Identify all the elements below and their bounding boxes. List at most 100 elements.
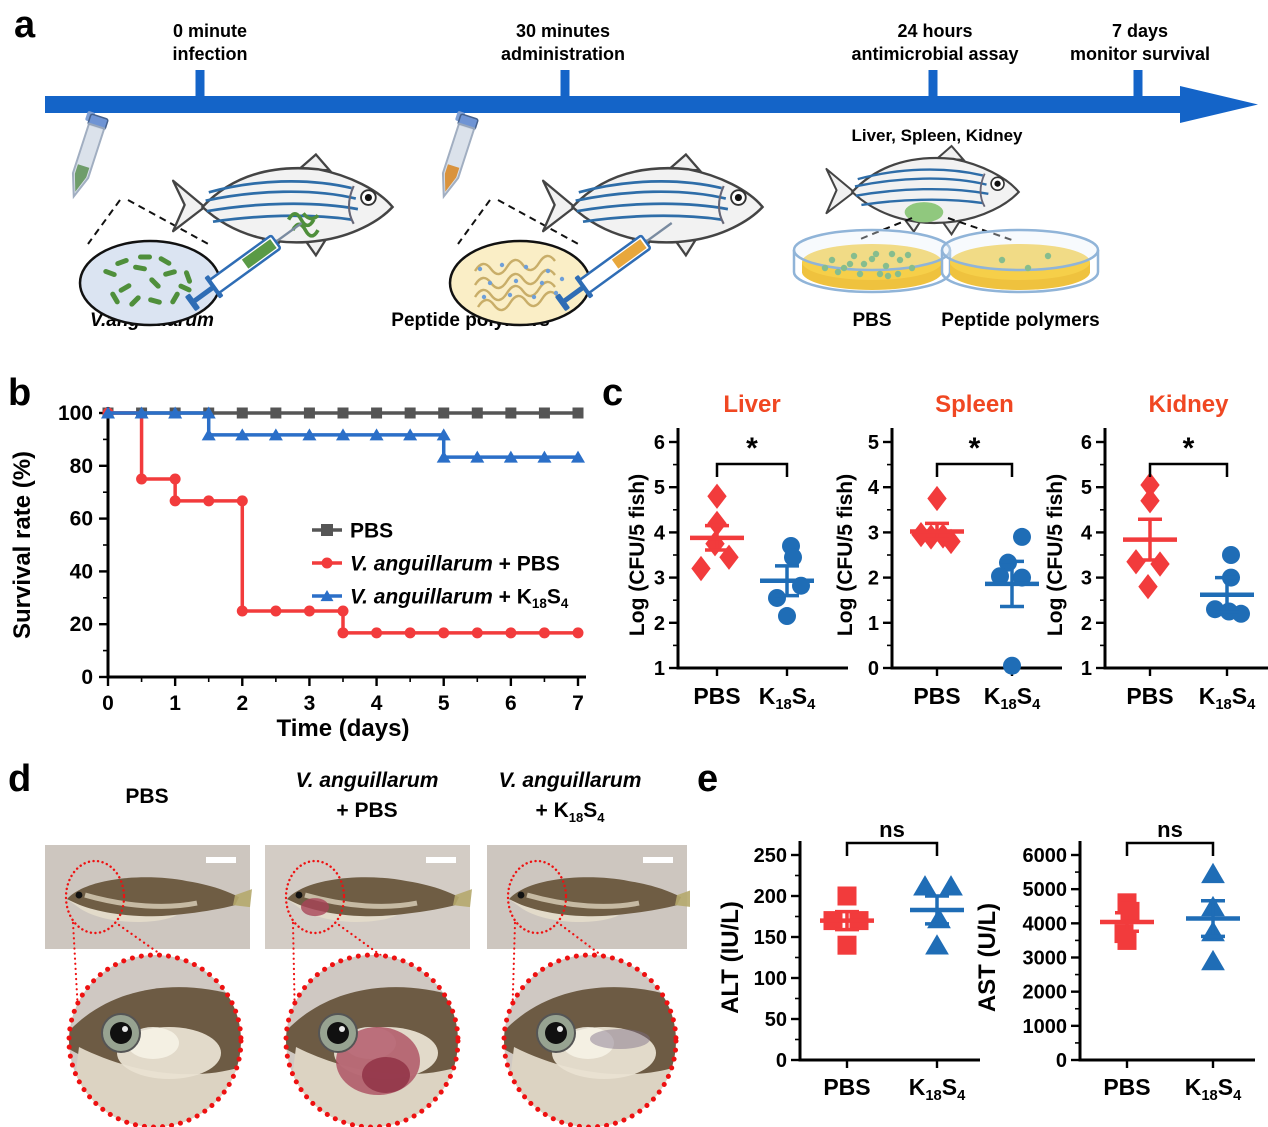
timeline-event-2: 24 hours antimicrobial assay [805,20,1065,66]
scale-bar [426,857,456,863]
data-point [768,588,786,607]
x-tick-label: 7 [572,692,584,715]
legend-marker [321,524,333,536]
event-1-line-2: administration [500,44,625,64]
inflammation-patch [301,898,329,917]
fish-photo-column-0 [45,845,252,1127]
series-marker [572,407,584,419]
zoom-circle-border [501,952,679,1127]
zoom-region-ellipse [506,859,568,935]
y-tick-label: 2 [654,613,665,635]
data-point [1201,949,1225,971]
series-marker [371,407,383,419]
organ-note: Liver, Spleen, Kidney [851,126,1023,145]
y-tick-label: 5000 [1023,879,1068,901]
data-point [1150,551,1170,577]
fish-illustration [171,152,395,258]
y-tick-label: 1000 [1023,1016,1068,1038]
fish-illustration [541,152,765,258]
series-marker [570,450,586,463]
event-3-line-2: monitor survival [1069,44,1211,64]
series-marker [136,473,148,485]
category-label: PBS [693,683,740,709]
significance-label: * [746,432,758,465]
series-marker [436,428,451,441]
data-point [1126,549,1146,575]
y-tick-label: 20 [70,613,93,636]
legend-label: PBS [350,520,393,543]
y-tick-label: 3000 [1023,948,1068,970]
y-tick-label: 3 [868,522,879,544]
significance-bracket [845,841,939,856]
y-tick-label: 2000 [1023,982,1068,1004]
data-point [925,934,949,955]
legend-label: V. anguillarum + PBS [350,553,560,576]
data-point [1201,862,1225,884]
y-tick-label: 4 [1081,522,1093,544]
series-marker [270,407,282,419]
significance-label: ns [1157,817,1183,842]
data-point [784,548,802,567]
magnifier-ellipse [78,239,222,327]
category-label: PBS [1126,683,1173,709]
fish-photo-column-2 [487,845,690,1127]
fish-eye [110,1022,132,1044]
series-marker [268,428,283,441]
y-tick-label: 150 [754,927,787,949]
category-label: K18S4 [909,1074,966,1104]
y-tick-label: 4000 [1023,913,1068,935]
data-point [778,607,796,626]
y-axis-title: AST (U/L) [974,903,1001,1012]
significance-label: * [969,432,981,465]
legend-marker [321,557,333,569]
photo-col-2-line-1: V. anguillarum [498,769,642,792]
event-0-line-1: 0 minute [172,21,247,41]
x-tick-label: 6 [505,692,517,715]
y-tick-label: 50 [765,1009,787,1031]
zoom-region-ellipse [64,859,126,935]
category-label: PBS [913,683,960,709]
y-axis-title: Log (CFU/5 fish) [626,474,649,636]
scale-bar [643,857,673,863]
zoom-circle-photo [286,955,458,1127]
data-point [707,510,727,537]
tube-icon [441,111,479,200]
series-marker [438,407,450,419]
plot-title: Liver [723,391,780,418]
y-tick-label: 6 [654,432,665,454]
data-point [941,528,961,555]
series-marker [100,406,116,419]
dot-plot-liver: 1 2 3 4 5 6 Liver Log (CFU/5 fish) PBS K18S4 * [626,391,848,713]
significance-bracket [1125,841,1215,856]
fish-illustration [825,144,1021,237]
syringe-icon [555,222,673,311]
data-point [691,555,711,582]
y-tick-label: 4 [654,522,666,544]
timeline-event-1: 30 minutes administration [433,20,693,66]
series-marker [438,627,450,639]
series-marker [503,450,518,463]
panel-e-label: e [697,758,719,800]
y-axis-title: ALT (IU/L) [717,901,744,1014]
x-tick-label: 5 [438,692,450,715]
dot-plot-ast: 0 1000 2000 3000 4000 5000 6000 AST (U/L) PBS K18… [974,817,1255,1104]
x-tick-label: 1 [169,692,181,715]
zoom-circle-photo [504,955,676,1127]
data-point [837,886,857,906]
dot-plot-spleen: 0 1 2 3 4 5 Spleen Log (CFU/5 fish) PBS K18S4 * [834,391,1062,713]
y-tick-label: 4 [868,477,880,499]
panel-b-label: b [8,372,32,414]
panel-d-label: d [8,758,32,800]
legend-label: V. anguillarum + K18S4 [350,586,569,612]
data-point [1138,573,1158,600]
y-tick-label: 0 [81,666,93,689]
y-tick-label: 6 [1081,432,1092,454]
panel-a-label: a [14,4,36,46]
y-tick-label: 2 [1081,613,1092,635]
series-marker [303,605,315,617]
timeline-bar [45,96,1185,113]
panel-c-label: c [602,372,624,414]
event-3-line-1: 7 days [1111,21,1169,41]
series-marker [303,407,315,419]
